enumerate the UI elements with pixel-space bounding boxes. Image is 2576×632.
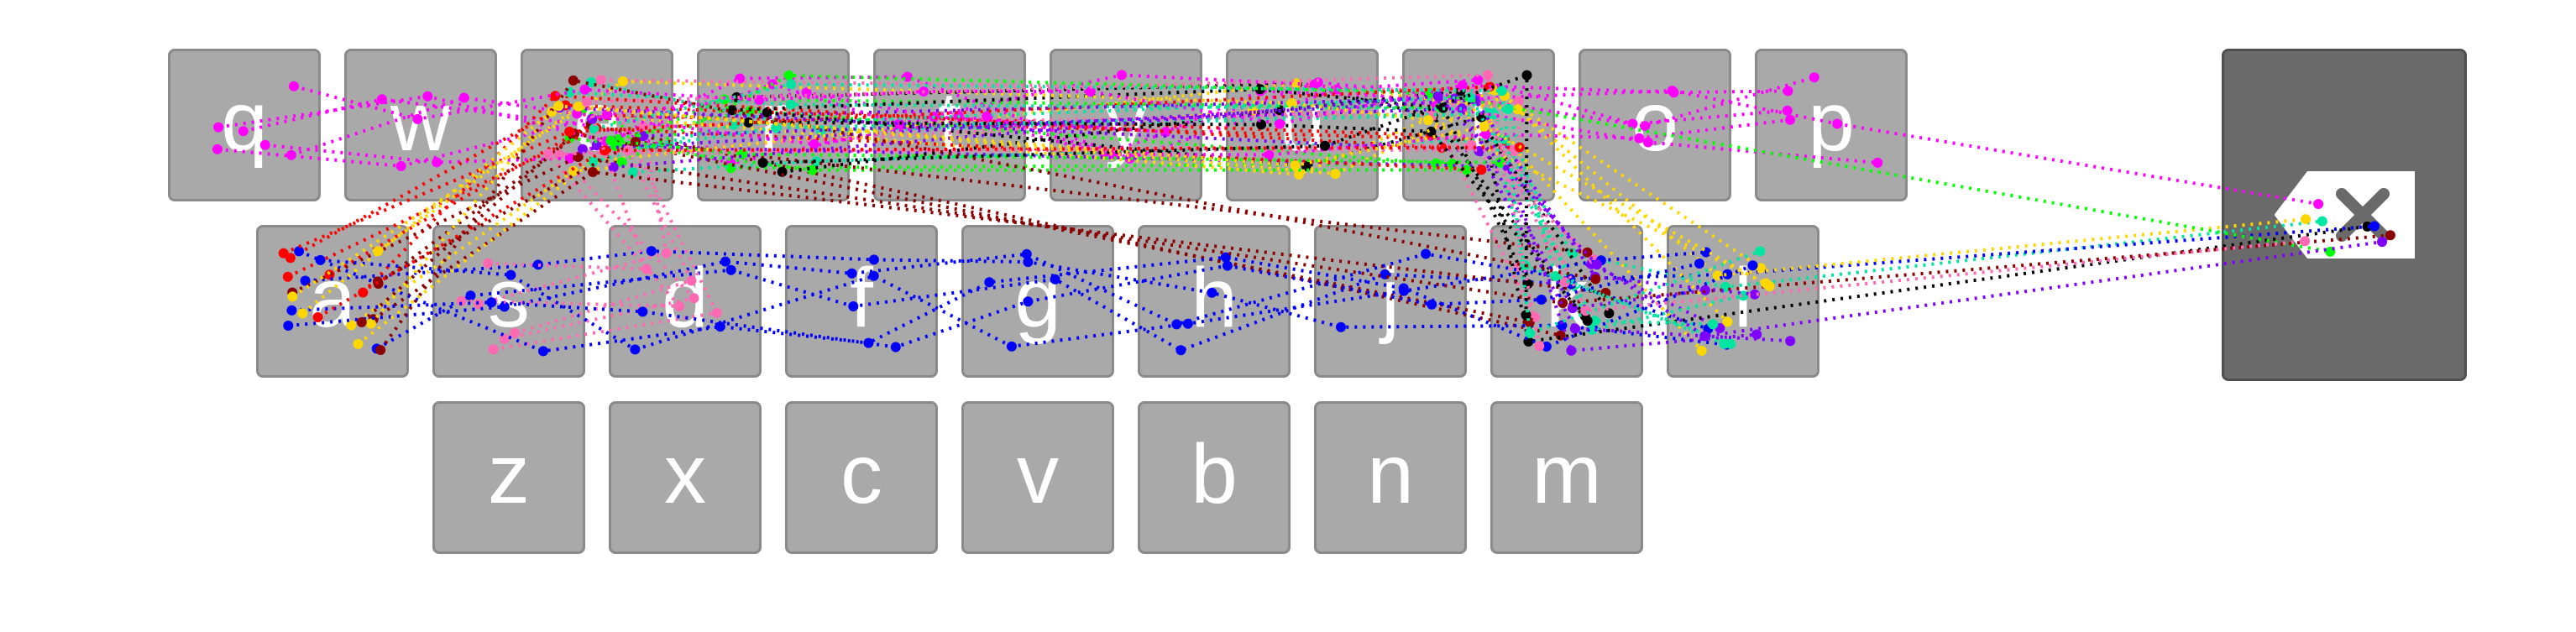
key-k[interactable]: k: [1490, 225, 1643, 378]
key-q[interactable]: q: [168, 49, 321, 201]
key-z[interactable]: z: [432, 401, 585, 554]
key-y[interactable]: y: [1050, 49, 1202, 201]
key-label: e: [573, 75, 620, 169]
key-u[interactable]: u: [1226, 49, 1379, 201]
key-label: z: [488, 427, 530, 521]
key-label: p: [1808, 75, 1855, 169]
key-d[interactable]: d: [609, 225, 762, 378]
key-label: f: [850, 251, 873, 345]
gesture-trace: [291, 96, 1791, 157]
key-label: l: [1733, 251, 1753, 345]
key-label: d: [662, 251, 709, 345]
key-m[interactable]: m: [1490, 401, 1643, 554]
gesture-trace: [293, 83, 1788, 126]
key-label: j: [1380, 251, 1401, 345]
key-g[interactable]: g: [961, 225, 1114, 378]
key-label: v: [1017, 427, 1059, 521]
key-v[interactable]: v: [961, 401, 1114, 554]
key-label: b: [1191, 427, 1238, 521]
key-f[interactable]: f: [785, 225, 938, 378]
key-a[interactable]: a: [256, 225, 409, 378]
key-label: n: [1367, 427, 1414, 521]
key-h[interactable]: h: [1138, 225, 1291, 378]
key-p[interactable]: p: [1755, 49, 1908, 201]
key-x[interactable]: x: [609, 401, 762, 554]
key-label: i: [1469, 75, 1489, 169]
key-label: s: [488, 251, 530, 345]
backspace-icon: [2275, 171, 2415, 259]
backspace-key[interactable]: [2222, 49, 2467, 381]
key-n[interactable]: n: [1314, 401, 1467, 554]
key-s[interactable]: s: [432, 225, 585, 378]
key-label: k: [1546, 251, 1588, 345]
key-label: h: [1191, 251, 1238, 345]
key-r[interactable]: r: [697, 49, 850, 201]
key-i[interactable]: i: [1402, 49, 1555, 201]
key-e[interactable]: e: [521, 49, 673, 201]
key-j[interactable]: j: [1314, 225, 1467, 378]
key-w[interactable]: w: [344, 49, 497, 201]
key-label: y: [1105, 75, 1147, 169]
key-label: c: [840, 427, 882, 521]
key-label: q: [221, 75, 268, 169]
key-label: m: [1531, 427, 1602, 521]
key-l[interactable]: l: [1667, 225, 1819, 378]
key-c[interactable]: c: [785, 401, 938, 554]
key-t[interactable]: t: [873, 49, 1026, 201]
key-o[interactable]: o: [1579, 49, 1731, 201]
key-label: a: [309, 251, 356, 345]
key-label: g: [1014, 251, 1061, 345]
key-b[interactable]: b: [1138, 401, 1291, 554]
key-label: t: [938, 75, 961, 169]
key-label: w: [390, 75, 452, 169]
key-label: r: [759, 75, 788, 169]
key-label: x: [664, 427, 706, 521]
key-label: u: [1279, 75, 1326, 169]
key-label: o: [1631, 75, 1678, 169]
